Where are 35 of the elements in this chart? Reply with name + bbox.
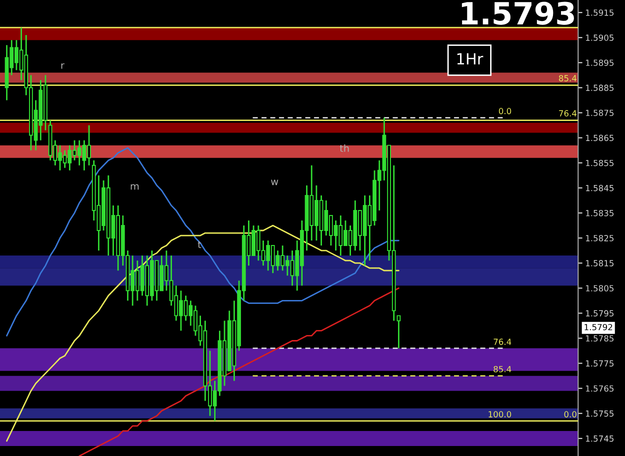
y-tick-label: 1.5815 <box>586 260 614 266</box>
text: 85.4 <box>494 366 512 372</box>
text: 76.4 <box>494 338 512 345</box>
y-tick-label: 1.5785 <box>586 335 614 342</box>
y-tick-label: 1.5755 <box>586 410 614 417</box>
annotation: th <box>340 144 349 152</box>
text: 1Hr <box>457 53 484 64</box>
y-tick-label: 1.5805 <box>586 285 614 292</box>
annotation: t <box>198 241 202 248</box>
text: 0.0 <box>564 411 576 418</box>
y-tick-label: 1.5915 <box>586 10 614 16</box>
annotation: m <box>130 184 139 190</box>
y-tick-label: 1.5865 <box>586 134 614 142</box>
y-tick-label: 1.5905 <box>586 34 614 41</box>
text: 85.4 <box>558 75 576 82</box>
y-tick-label: 1.5775 <box>586 360 614 367</box>
y-tick-label: 1.5835 <box>586 210 614 216</box>
y-tick-label: 1.5765 <box>586 385 614 392</box>
text: 100.0 <box>488 411 512 418</box>
y-tick-label: 1.5855 <box>586 160 614 166</box>
text: 76.4 <box>559 110 576 116</box>
y-tick-label: 1.5875 <box>586 110 614 116</box>
y-tick-label: 1.5795 <box>586 310 614 316</box>
y-tick-label: 1.5745 <box>586 436 614 442</box>
line-series <box>78 287 400 456</box>
y-tick-label: 1.5845 <box>586 184 614 192</box>
y-tick-label: 1.5885 <box>586 84 614 91</box>
text: 0.0 <box>498 108 512 114</box>
candlestick <box>396 314 401 349</box>
text: 1.5792 <box>584 324 612 330</box>
annotation: r <box>61 63 64 69</box>
text: 1.5793 <box>462 2 574 25</box>
annotation: w <box>271 180 278 186</box>
y-tick-label: 1.5895 <box>586 60 614 66</box>
y-tick-label: 1.5825 <box>586 235 614 242</box>
